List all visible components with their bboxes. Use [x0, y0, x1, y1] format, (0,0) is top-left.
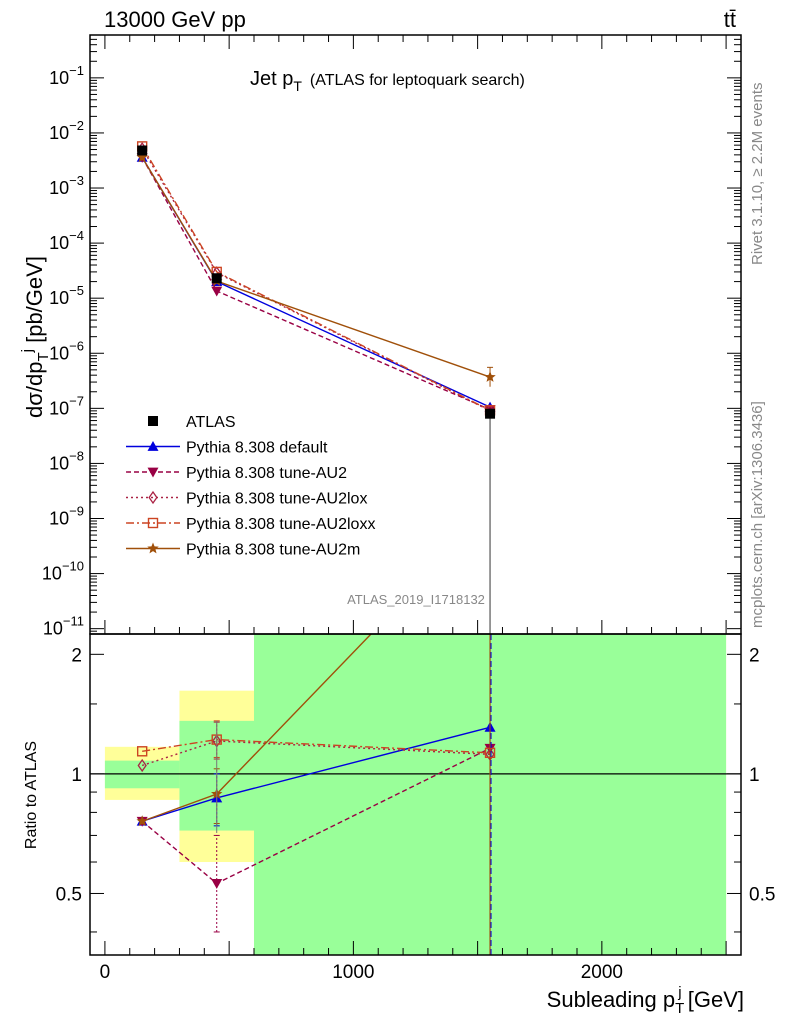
legend-marker [147, 441, 159, 451]
legend-marker [147, 467, 159, 478]
ratio-series-line [141, 740, 491, 767]
y-tick-label: 10−1 [49, 63, 84, 88]
series-line [141, 148, 491, 412]
legend-item: Pythia 8.308 tune-AU2lox [126, 491, 367, 508]
data-point [136, 151, 148, 163]
ratio-frame [89, 633, 742, 956]
legend-marker [148, 490, 158, 505]
legend-marker [148, 416, 158, 426]
y-tick-label: 10−10 [42, 559, 84, 584]
legend-label: Pythia 8.308 tune-AU2m [186, 542, 360, 559]
ratio-y-tick-label: 2 [71, 645, 82, 666]
ratio-point [136, 815, 148, 827]
y-axis-label: dσ/dpTj [pb/GeV] [19, 256, 52, 418]
rivet-label: Rivet 3.1.10, ≥ 2.2M events [749, 83, 766, 266]
ratio-y-axis-label: Ratio to ATLAS [23, 741, 40, 849]
legend-item: Pythia 8.308 tune-AU2 [126, 465, 347, 482]
legend-label: Pythia 8.308 tune-AU2loxx [186, 516, 375, 533]
legend-label: ATLAS [186, 414, 236, 431]
legend-label: Pythia 8.308 tune-AU2 [186, 465, 347, 482]
y-tick-label: 10−5 [49, 283, 84, 308]
mcplots-label: mcplots.cern.ch [arXiv:1306.3436] [749, 401, 766, 628]
legend-marker [147, 542, 159, 554]
ratio-point [136, 746, 148, 757]
legend-item: Pythia 8.308 tune-AU2m [126, 542, 360, 559]
x-tick-label: 1000 [332, 962, 374, 983]
legend-item: ATLAS [148, 414, 236, 431]
x-tick-label: 2000 [581, 962, 623, 983]
legend-item: Pythia 8.308 default [126, 440, 328, 457]
atlas-data-point [137, 145, 148, 156]
watermark: ATLAS_2019_I1718132 [347, 592, 485, 607]
legend-label: Pythia 8.308 default [186, 440, 328, 457]
ratio-point [211, 879, 223, 889]
ratio-y-tick-label: 2 [749, 645, 760, 666]
y-tick-label: 10−9 [49, 504, 84, 529]
y-tick-label: 10−2 [49, 118, 84, 143]
ratio-y-tick-label: 1 [71, 765, 82, 786]
ratio-y-tick-label: 0.5 [56, 884, 82, 905]
series-line [141, 146, 491, 411]
header-left: 13000 GeV pp [104, 7, 246, 32]
data-point [211, 286, 223, 297]
y-tick-label: 10−6 [49, 338, 84, 363]
header-right: tt̄ [724, 7, 736, 32]
y-tick-label: 10−8 [49, 448, 84, 473]
y-tick-label: 10−3 [49, 173, 84, 198]
x-tick-label: 0 [100, 962, 111, 983]
y-tick-label: 10−4 [49, 228, 84, 253]
y-tick-label: 10−7 [49, 393, 84, 418]
series-line [141, 157, 491, 411]
y-tick-label: 10−11 [43, 614, 84, 639]
x-axis-label: Subleading pTj [GeV] [547, 984, 744, 1017]
series-line [141, 157, 491, 378]
atlas-data-point [211, 273, 222, 284]
ratio-y-tick-label: 0.5 [749, 884, 775, 905]
atlas-data-point [485, 408, 496, 419]
chart-title: Jet pT (ATLAS for leptoquark search) [250, 68, 525, 94]
legend-marker [147, 517, 159, 529]
legend-item: Pythia 8.308 tune-AU2loxx [126, 516, 375, 533]
legend: ATLAS Pythia 8.308 default Pythia 8.308 tu… [126, 414, 375, 559]
ratio-y-tick-label: 1 [749, 765, 760, 786]
legend-label: Pythia 8.308 tune-AU2lox [186, 491, 367, 508]
series-line [141, 157, 491, 408]
ratio-point [137, 758, 147, 773]
